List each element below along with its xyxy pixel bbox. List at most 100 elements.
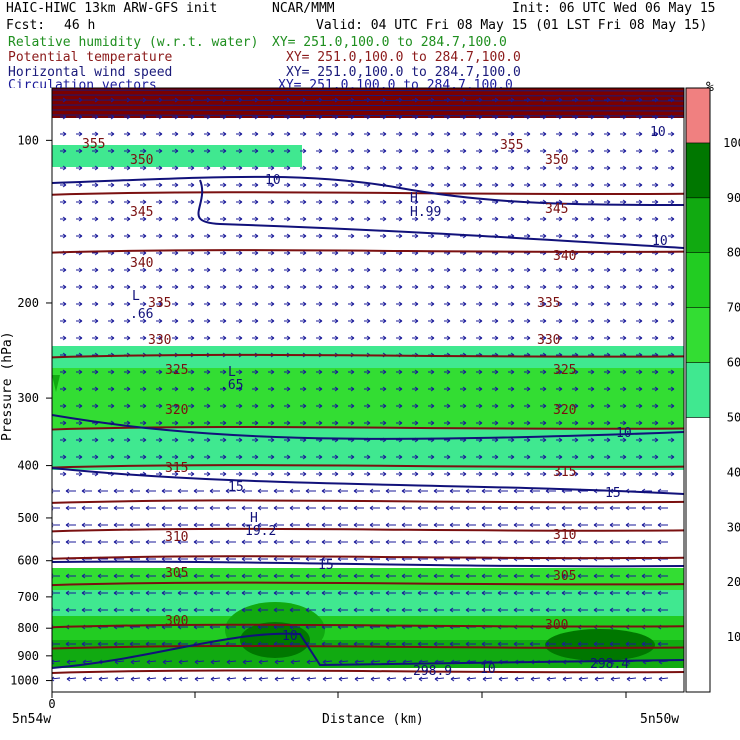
wind-vector (385, 573, 396, 579)
wind-vector (380, 301, 387, 307)
wind-vector (337, 522, 348, 528)
wind-vector (124, 369, 131, 375)
wind-vector (76, 471, 83, 477)
wind-vector (556, 182, 563, 188)
wind-vector (140, 216, 147, 222)
wind-vector (476, 148, 483, 154)
wind-vector (284, 267, 291, 273)
wind-vector (252, 420, 259, 426)
wind-vector (476, 267, 483, 273)
theta-label-310: 310 (553, 528, 576, 543)
wind-vector (172, 216, 179, 222)
wind-vector (412, 403, 419, 409)
wind-vector (236, 250, 243, 256)
wind-vector (540, 454, 547, 460)
wind-vector (609, 539, 620, 545)
wind-vector (577, 641, 588, 647)
wind-vector (108, 216, 115, 222)
wind-vector (364, 165, 371, 171)
wind-vector (524, 318, 531, 324)
wind-vector (172, 233, 179, 239)
wind-vector (524, 386, 531, 392)
rh-core (52, 375, 60, 392)
wind-vector (636, 318, 643, 324)
wind-vector (433, 641, 444, 647)
extremum-marker: H (250, 511, 258, 526)
wind-vector (140, 335, 147, 341)
wind-vector (124, 420, 131, 426)
wind-speed-label: 15 (605, 486, 621, 501)
wind-vector (252, 148, 259, 154)
wind-vector (482, 676, 493, 682)
wind-vector (604, 216, 611, 222)
wind-speed-label: 15 (228, 480, 244, 495)
wind-vector (204, 199, 211, 205)
wind-vector (513, 607, 524, 613)
wind-vector (268, 165, 275, 171)
wind-vector (556, 233, 563, 239)
wind-vector (604, 267, 611, 273)
wind-vector (268, 131, 275, 137)
wind-vector (593, 573, 604, 579)
wind-vector (636, 335, 643, 341)
wind-vector (572, 165, 579, 171)
wind-vector (113, 607, 124, 613)
y-tick-label: 1000 (10, 674, 39, 688)
wind-vector (529, 573, 540, 579)
wind-vector (257, 607, 268, 613)
wind-vector (156, 165, 163, 171)
wind-vector (620, 369, 627, 375)
wind-vector (636, 284, 643, 290)
wind-vector (76, 420, 83, 426)
wind-vector (396, 420, 403, 426)
wind-vector (540, 471, 547, 477)
wind-vector (497, 539, 508, 545)
wind-vector (236, 199, 243, 205)
wind-vector (225, 522, 236, 528)
wind-vector (316, 165, 323, 171)
wind-vector (380, 131, 387, 137)
wind-vector (300, 335, 307, 341)
wind-vector (577, 522, 588, 528)
wind-vector (572, 284, 579, 290)
wind-vector (428, 386, 435, 392)
wind-vector (529, 641, 540, 647)
wind-vector (220, 318, 227, 324)
wind-vector (92, 335, 99, 341)
wind-vector (162, 659, 173, 665)
wind-vector (396, 335, 403, 341)
wind-vector (444, 318, 451, 324)
wind-vector (252, 369, 259, 375)
wind-vector (497, 607, 508, 613)
theta-label-340: 340 (130, 256, 153, 271)
wind-vector (444, 369, 451, 375)
wind-vector (460, 182, 467, 188)
wind-vector (220, 335, 227, 341)
wind-vector (156, 369, 163, 375)
wind-vector (316, 403, 323, 409)
wind-vector (236, 335, 243, 341)
wind-vector (540, 437, 547, 443)
wind-vector (588, 437, 595, 443)
wind-vector (60, 131, 67, 137)
theta-label-355: 355 (82, 137, 105, 152)
wind-vector (274, 676, 285, 682)
y-tick-label: 600 (17, 554, 39, 568)
wind-vector (113, 488, 124, 494)
colorbar-band (685, 197, 711, 253)
wind-vector (652, 403, 659, 409)
wind-vector (321, 590, 332, 596)
wind-vector (113, 522, 124, 528)
wind-vector (540, 233, 547, 239)
wind-vector (300, 267, 307, 273)
wind-vector (508, 318, 515, 324)
wind-vector (300, 182, 307, 188)
wind-vector (508, 148, 515, 154)
wind-vector (540, 420, 547, 426)
wind-vector (220, 471, 227, 477)
wind-vector (188, 386, 195, 392)
jet-contour (52, 94, 684, 97)
wind-vector (572, 131, 579, 137)
wind-vector (140, 403, 147, 409)
wind-vector (444, 267, 451, 273)
